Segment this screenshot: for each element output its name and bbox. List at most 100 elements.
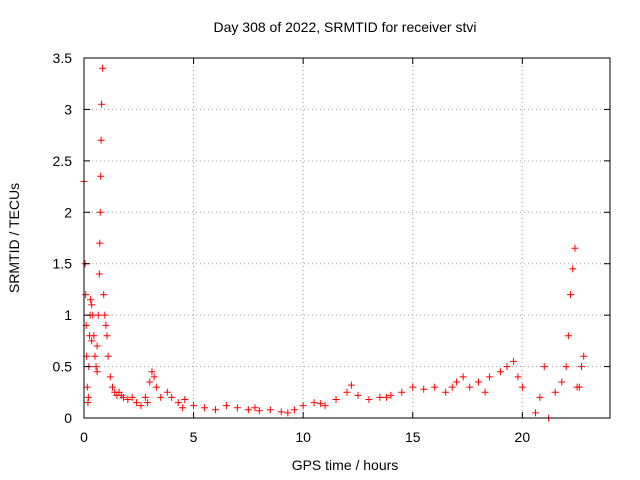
data-point-0-96 bbox=[571, 244, 579, 252]
data-point-0-68 bbox=[354, 391, 362, 399]
data-point-0-91 bbox=[558, 378, 566, 386]
data-point-0-105 bbox=[251, 404, 259, 412]
data-point-0-54 bbox=[222, 402, 230, 410]
data-point-0-95 bbox=[569, 265, 577, 273]
data-point-0-21 bbox=[96, 208, 104, 216]
data-point-0-98 bbox=[578, 363, 586, 371]
x-tick-label-4: 20 bbox=[515, 429, 531, 445]
data-point-0-45 bbox=[152, 383, 160, 391]
data-point-0-60 bbox=[284, 409, 292, 417]
data-point-0-101 bbox=[93, 368, 101, 376]
data-point-0-52 bbox=[201, 404, 209, 412]
x-tick-label-2: 10 bbox=[295, 429, 311, 445]
data-point-0-29 bbox=[103, 332, 111, 340]
data-point-0-79 bbox=[466, 383, 474, 391]
y-tick-label-5: 2.5 bbox=[53, 153, 73, 169]
data-point-0-57 bbox=[255, 407, 263, 415]
data-points bbox=[80, 64, 588, 422]
data-point-0-104 bbox=[179, 404, 187, 412]
data-point-0-22 bbox=[97, 172, 105, 180]
data-point-0-27 bbox=[101, 311, 109, 319]
data-point-0-20 bbox=[96, 239, 104, 247]
data-point-0-88 bbox=[536, 393, 544, 401]
data-point-0-74 bbox=[420, 385, 428, 393]
data-point-0-18 bbox=[94, 311, 102, 319]
data-point-0-2 bbox=[82, 291, 90, 299]
grid-lines bbox=[84, 58, 610, 418]
data-point-0-51 bbox=[190, 402, 198, 410]
data-point-0-72 bbox=[398, 388, 406, 396]
data-point-0-50 bbox=[181, 395, 189, 403]
data-point-0-40 bbox=[137, 402, 145, 410]
data-point-0-87 bbox=[531, 409, 539, 417]
data-point-0-81 bbox=[485, 373, 493, 381]
data-point-0-59 bbox=[277, 408, 285, 416]
axis-ticks bbox=[83, 57, 610, 419]
data-point-0-73 bbox=[409, 383, 417, 391]
data-point-0-111 bbox=[575, 383, 583, 391]
data-point-0-86 bbox=[518, 383, 526, 391]
data-point-0-66 bbox=[343, 388, 351, 396]
data-point-0-103 bbox=[144, 399, 152, 407]
data-point-0-93 bbox=[564, 332, 572, 340]
data-point-0-65 bbox=[332, 395, 340, 403]
y-tick-label-3: 1.5 bbox=[53, 256, 73, 272]
data-point-0-49 bbox=[174, 399, 182, 407]
data-point-0-38 bbox=[128, 393, 136, 401]
data-point-0-41 bbox=[141, 393, 149, 401]
data-point-0-17 bbox=[93, 342, 101, 350]
x-axis-label: GPS time / hours bbox=[292, 457, 399, 473]
data-point-0-71 bbox=[387, 391, 395, 399]
data-point-0-7 bbox=[84, 393, 92, 401]
data-point-0-37 bbox=[124, 395, 132, 403]
data-point-0-16 bbox=[92, 363, 100, 371]
data-point-0-62 bbox=[299, 402, 307, 410]
x-tick-label-3: 15 bbox=[405, 429, 421, 445]
data-point-0-26 bbox=[100, 291, 108, 299]
data-point-0-43 bbox=[148, 368, 156, 376]
data-point-0-47 bbox=[163, 388, 171, 396]
data-point-0-23 bbox=[97, 136, 105, 144]
data-point-0-32 bbox=[108, 383, 116, 391]
data-point-0-5 bbox=[83, 383, 91, 391]
data-point-0-80 bbox=[475, 378, 482, 386]
data-point-0-89 bbox=[540, 363, 548, 371]
y-tick-label-7: 3.5 bbox=[53, 50, 73, 66]
data-point-0-85 bbox=[514, 373, 522, 381]
data-point-0-42 bbox=[146, 378, 154, 386]
y-tick-label-4: 2 bbox=[64, 204, 72, 220]
data-point-0-109 bbox=[481, 388, 489, 396]
data-point-0-83 bbox=[503, 363, 511, 371]
chart-title: Day 308 of 2022, SRMTID for receiver stv… bbox=[214, 19, 477, 35]
data-point-0-61 bbox=[290, 406, 298, 414]
data-point-0-63 bbox=[310, 399, 318, 407]
data-point-0-55 bbox=[233, 404, 241, 412]
y-tick-label-1: 0.5 bbox=[53, 359, 73, 375]
data-point-0-12 bbox=[88, 301, 96, 309]
data-point-0-44 bbox=[150, 373, 158, 381]
data-point-0-77 bbox=[453, 378, 461, 386]
y-tick-label-2: 1 bbox=[64, 307, 72, 323]
x-tick-label-0: 0 bbox=[80, 429, 88, 445]
data-point-0-28 bbox=[102, 321, 110, 329]
data-point-0-58 bbox=[266, 406, 274, 414]
data-point-0-108 bbox=[448, 383, 456, 391]
data-point-0-67 bbox=[347, 381, 355, 389]
data-point-0-107 bbox=[382, 393, 390, 401]
data-point-0-69 bbox=[365, 395, 373, 403]
data-point-0-78 bbox=[459, 373, 467, 381]
data-point-0-94 bbox=[567, 291, 575, 299]
data-point-0-30 bbox=[104, 352, 112, 360]
data-point-0-76 bbox=[442, 388, 450, 396]
data-point-0-46 bbox=[157, 393, 165, 401]
data-point-0-53 bbox=[212, 406, 219, 414]
plot-frame bbox=[83, 57, 611, 419]
data-point-0-90 bbox=[551, 388, 559, 396]
data-point-0-39 bbox=[133, 399, 141, 407]
data-point-0-100 bbox=[88, 337, 96, 345]
data-point-0-14 bbox=[90, 332, 98, 340]
data-point-0-99 bbox=[580, 352, 588, 360]
y-tick-label-6: 3 bbox=[64, 101, 72, 117]
data-point-0-102 bbox=[117, 391, 125, 399]
